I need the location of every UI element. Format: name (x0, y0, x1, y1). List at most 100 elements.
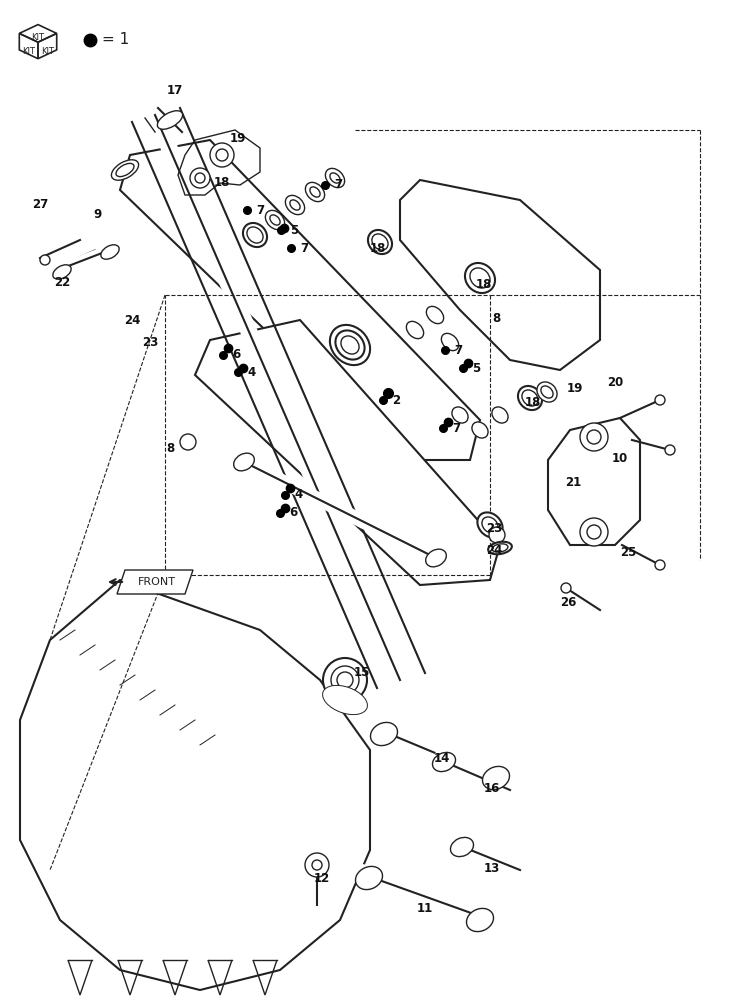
Ellipse shape (483, 766, 510, 790)
Ellipse shape (323, 685, 368, 715)
Text: 12: 12 (314, 871, 330, 884)
Circle shape (195, 173, 205, 183)
Ellipse shape (330, 325, 370, 365)
Ellipse shape (270, 215, 280, 225)
Text: FRONT: FRONT (138, 577, 176, 587)
Text: KIT: KIT (23, 46, 35, 55)
Ellipse shape (111, 160, 138, 180)
Circle shape (312, 860, 322, 870)
Circle shape (180, 434, 196, 450)
Text: 14: 14 (434, 752, 450, 764)
Ellipse shape (492, 544, 508, 552)
Text: 24: 24 (124, 314, 140, 326)
Text: 21: 21 (565, 476, 581, 488)
Circle shape (655, 395, 665, 405)
Text: 19: 19 (567, 381, 584, 394)
Text: 18: 18 (525, 396, 541, 410)
Ellipse shape (541, 386, 553, 398)
Text: 4: 4 (247, 365, 255, 378)
Text: 15: 15 (353, 666, 370, 678)
Circle shape (323, 658, 367, 702)
Circle shape (580, 423, 608, 451)
Text: KIT: KIT (32, 33, 44, 42)
Text: 27: 27 (32, 198, 48, 212)
Text: 18: 18 (370, 241, 387, 254)
Text: = 1: = 1 (102, 32, 129, 47)
Text: 11: 11 (417, 902, 433, 914)
Text: 8: 8 (166, 442, 174, 454)
Text: 7: 7 (454, 344, 462, 357)
Text: 17: 17 (167, 84, 183, 97)
Text: 24: 24 (486, 544, 502, 556)
Ellipse shape (371, 722, 398, 746)
Ellipse shape (470, 268, 490, 288)
Text: 5: 5 (472, 361, 481, 374)
Ellipse shape (432, 752, 456, 772)
Ellipse shape (341, 336, 359, 354)
Ellipse shape (53, 265, 71, 279)
Text: 7: 7 (256, 204, 264, 217)
Text: 18: 18 (476, 278, 493, 292)
Ellipse shape (285, 195, 305, 215)
Ellipse shape (305, 182, 325, 202)
Text: 19: 19 (230, 131, 246, 144)
Ellipse shape (265, 210, 284, 230)
Ellipse shape (441, 333, 459, 351)
Ellipse shape (482, 517, 498, 533)
Circle shape (580, 518, 608, 546)
Text: 5: 5 (290, 224, 299, 236)
Circle shape (337, 672, 353, 688)
Ellipse shape (290, 200, 300, 210)
Text: 13: 13 (484, 861, 500, 874)
Circle shape (561, 583, 571, 593)
Text: 23: 23 (486, 522, 502, 534)
Text: 7: 7 (452, 422, 460, 434)
Ellipse shape (326, 688, 364, 712)
Ellipse shape (372, 234, 388, 250)
Text: 22: 22 (54, 275, 70, 288)
Circle shape (331, 666, 359, 694)
Ellipse shape (466, 908, 493, 932)
Circle shape (216, 149, 228, 161)
Ellipse shape (472, 422, 488, 438)
Ellipse shape (522, 390, 538, 406)
Text: 9: 9 (93, 209, 101, 222)
Ellipse shape (426, 306, 444, 324)
Circle shape (210, 143, 234, 167)
Circle shape (305, 853, 329, 877)
Text: 10: 10 (612, 452, 628, 464)
Ellipse shape (426, 549, 447, 567)
Polygon shape (195, 320, 500, 585)
Ellipse shape (537, 382, 557, 402)
Ellipse shape (247, 227, 263, 243)
Ellipse shape (488, 542, 512, 554)
Circle shape (190, 168, 210, 188)
Text: 26: 26 (559, 596, 576, 609)
Ellipse shape (478, 512, 502, 538)
Circle shape (655, 560, 665, 570)
Text: 6: 6 (289, 506, 297, 520)
Circle shape (587, 430, 601, 444)
Text: 7: 7 (300, 241, 308, 254)
Text: 2: 2 (392, 393, 400, 406)
Text: 6: 6 (232, 349, 240, 361)
Polygon shape (120, 140, 480, 460)
Ellipse shape (310, 187, 320, 197)
Text: 4: 4 (294, 488, 302, 502)
Ellipse shape (518, 386, 542, 410)
Ellipse shape (492, 407, 508, 423)
Circle shape (489, 527, 505, 543)
Polygon shape (117, 570, 193, 594)
Ellipse shape (243, 223, 267, 247)
Text: 16: 16 (484, 782, 500, 794)
Ellipse shape (465, 263, 495, 293)
Text: KIT: KIT (41, 46, 53, 55)
Ellipse shape (101, 245, 119, 259)
Text: 20: 20 (607, 376, 623, 389)
Ellipse shape (450, 837, 474, 857)
Ellipse shape (356, 866, 383, 890)
Text: 7: 7 (334, 178, 342, 192)
Ellipse shape (368, 230, 392, 254)
Text: 8: 8 (492, 312, 500, 324)
Circle shape (587, 525, 601, 539)
